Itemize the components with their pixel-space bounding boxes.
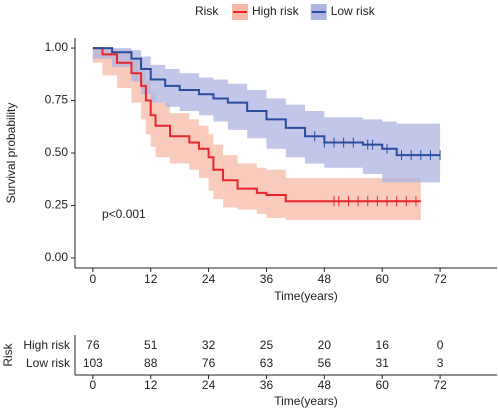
x-tick-label: 24 — [202, 378, 216, 392]
x-tick-label: 60 — [376, 378, 390, 392]
y-axis-title: Risk — [1, 342, 15, 366]
survival-curve — [92, 47, 421, 203]
x-tick-label: 36 — [260, 378, 274, 392]
x-tick-label: 60 — [376, 272, 390, 286]
legend-title: Risk — [195, 4, 219, 18]
risk-count: 56 — [318, 356, 332, 370]
risk-count: 51 — [144, 338, 158, 352]
y-axis-title: Survival probability — [4, 103, 18, 204]
y-tick-label: 1.00 — [45, 40, 69, 54]
x-tick-label: 48 — [318, 272, 332, 286]
risk-count: 3 — [437, 356, 444, 370]
risk-count: 63 — [260, 356, 274, 370]
x-tick-label: 12 — [144, 272, 158, 286]
x-tick-label: 0 — [90, 378, 97, 392]
y-tick-label: 0.25 — [45, 198, 69, 212]
risk-count: 20 — [318, 338, 332, 352]
survival-curve — [92, 47, 441, 157]
risk-count: 16 — [376, 338, 390, 352]
x-tick-label: 24 — [202, 272, 216, 286]
risk-count: 32 — [202, 338, 216, 352]
y-tick-label: 0.00 — [45, 250, 69, 264]
x-axis-title: Time(years) — [274, 394, 338, 408]
risk-count: 103 — [83, 356, 103, 370]
x-tick-label: 72 — [433, 378, 447, 392]
risk-count: 0 — [437, 338, 444, 352]
y-tick-label: 0.75 — [45, 93, 69, 107]
risk-count: 88 — [144, 356, 158, 370]
x-tick-label: 48 — [318, 378, 332, 392]
x-tick-label: 36 — [260, 272, 274, 286]
risk-count: 76 — [86, 338, 100, 352]
risk-count: 31 — [376, 356, 390, 370]
risk-count: 76 — [202, 356, 216, 370]
x-tick-label: 72 — [433, 272, 447, 286]
row-label: Low risk — [26, 356, 71, 370]
x-tick-label: 12 — [144, 378, 158, 392]
p-value: p<0.001 — [102, 207, 146, 221]
risk-count: 25 — [260, 338, 274, 352]
y-tick-label: 0.50 — [45, 145, 69, 159]
legend-label: Low risk — [331, 4, 376, 18]
row-label: High risk — [23, 338, 71, 352]
x-axis-title: Time(years) — [274, 289, 338, 303]
x-tick-label: 0 — [90, 272, 97, 286]
legend-label: High risk — [252, 4, 300, 18]
